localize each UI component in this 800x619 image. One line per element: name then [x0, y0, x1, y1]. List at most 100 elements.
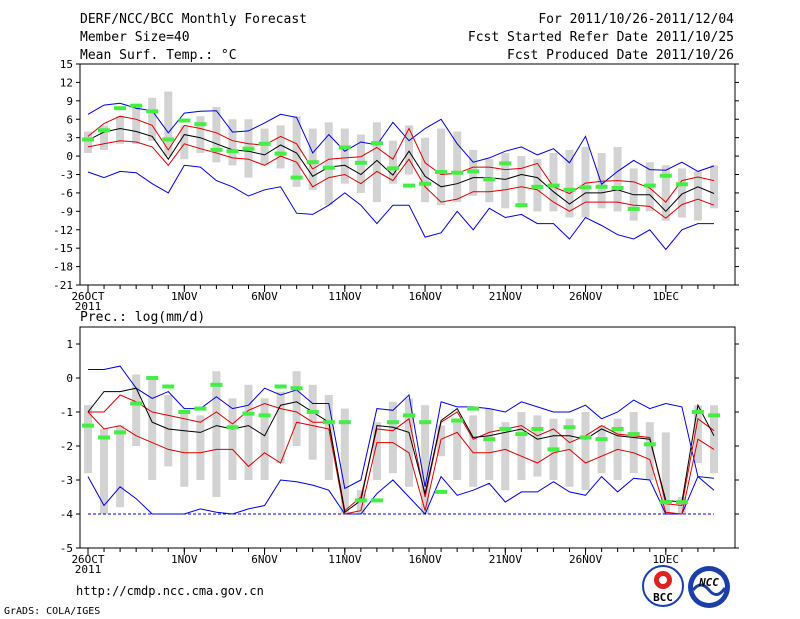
ensemble-box [453, 418, 462, 480]
ensemble-box [372, 122, 381, 203]
ensemble-box [132, 374, 141, 446]
x-tick-label: 16NOV [408, 553, 441, 566]
median-marker [162, 384, 175, 389]
x-tick-label: 6NOV [251, 553, 278, 566]
lower-quartile-line [87, 140, 715, 219]
median-marker [531, 427, 544, 431]
median-marker [370, 498, 383, 503]
source-url[interactable]: http://cmdp.ncc.cma.gov.cn [76, 584, 264, 598]
median-marker [547, 183, 560, 188]
y-tick-label: -3 [60, 169, 73, 182]
max-line [87, 102, 715, 186]
x-tick-sublabel: 2011 [75, 563, 102, 576]
ensemble-box [661, 165, 670, 221]
median-marker [563, 425, 576, 430]
ensemble-box [421, 405, 430, 514]
median-marker [451, 418, 464, 423]
x-tick-label: 21NOV [489, 553, 522, 566]
ensemble-box [340, 408, 349, 514]
ensemble-box [405, 125, 413, 175]
ensemble-box [292, 116, 301, 187]
median-marker [354, 160, 367, 165]
y-tick-label: 0 [66, 150, 73, 163]
ensemble-box [421, 137, 430, 203]
x-tick-label: 16NOV [408, 290, 441, 303]
median-marker [579, 185, 592, 190]
median-marker [451, 170, 464, 175]
ensemble-box [276, 125, 285, 169]
ensemble-box [565, 418, 574, 487]
x-tick-label: 1NOV [171, 553, 198, 566]
median-marker [242, 146, 255, 151]
median-marker [675, 182, 688, 187]
median-marker [531, 184, 544, 189]
y-tick-label: -1 [60, 406, 73, 419]
median-marker [611, 186, 624, 190]
ensemble-box [710, 405, 718, 474]
y-tick-label: -5 [60, 542, 73, 555]
median-marker [435, 489, 448, 494]
median-marker [435, 170, 448, 174]
median-marker [178, 118, 191, 123]
median-marker [515, 432, 528, 437]
median-marker [563, 187, 576, 192]
ensemble-box [164, 395, 173, 467]
median-marker [611, 427, 624, 431]
median-marker [82, 137, 94, 142]
plot-frame [79, 326, 736, 549]
precip-panel-title: Prec.: log(mm/d) [80, 310, 206, 325]
y-tick-label: 15 [60, 58, 73, 71]
median-marker [194, 122, 207, 127]
median-marker [210, 147, 223, 152]
min-line [87, 164, 714, 251]
median-marker [226, 149, 239, 154]
ensemble-mean-line [87, 387, 715, 514]
median-marker [515, 203, 528, 208]
median-marker [643, 442, 656, 447]
ensemble-box [581, 146, 590, 218]
ensemble-box [501, 153, 510, 209]
median-marker [146, 376, 159, 380]
median-marker [274, 384, 287, 389]
lower-quartile-line [87, 411, 715, 515]
y-tick-label: -2 [60, 440, 73, 453]
ensemble-box [228, 119, 237, 166]
ensemble-box [388, 401, 397, 474]
median-marker [130, 103, 143, 108]
ensemble-box [132, 103, 141, 144]
ensemble-box [549, 153, 558, 212]
median-marker [130, 401, 143, 406]
median-marker [274, 151, 287, 156]
ensemble-box [196, 415, 205, 480]
median-marker [659, 173, 672, 178]
ensemble-box [405, 398, 413, 487]
ensemble-box [565, 149, 574, 218]
median-marker [579, 435, 592, 440]
median-marker [386, 420, 399, 425]
forecast-period: For 2011/10/26-2011/12/04 [538, 12, 734, 27]
x-tick-label: 21NOV [489, 290, 522, 303]
median-marker [98, 128, 110, 133]
ensemble-box [116, 116, 125, 144]
ensemble-box [164, 91, 173, 157]
ensemble-box [84, 405, 92, 474]
median-marker [82, 423, 94, 428]
ensemble-box [260, 128, 269, 166]
ensemble-box [324, 122, 333, 206]
y-tick-label: 1 [66, 338, 73, 351]
median-marker [322, 165, 335, 170]
y-tick-label: -15 [53, 242, 73, 255]
ensemble-box [212, 107, 221, 163]
ensemble-box [196, 116, 205, 153]
median-marker [306, 410, 319, 414]
ensemble-box [710, 165, 718, 209]
chart-title: DERF/NCC/BCC Monthly Forecast [80, 12, 307, 27]
median-marker [98, 435, 110, 440]
upper-quartile-line [87, 115, 715, 203]
ensemble-box [372, 422, 381, 480]
forecast-started-date: Fcst Started Refer Date 2011/10/25 [467, 30, 734, 45]
median-marker [627, 432, 640, 437]
median-marker [419, 420, 432, 425]
ensemble-box [645, 422, 654, 480]
